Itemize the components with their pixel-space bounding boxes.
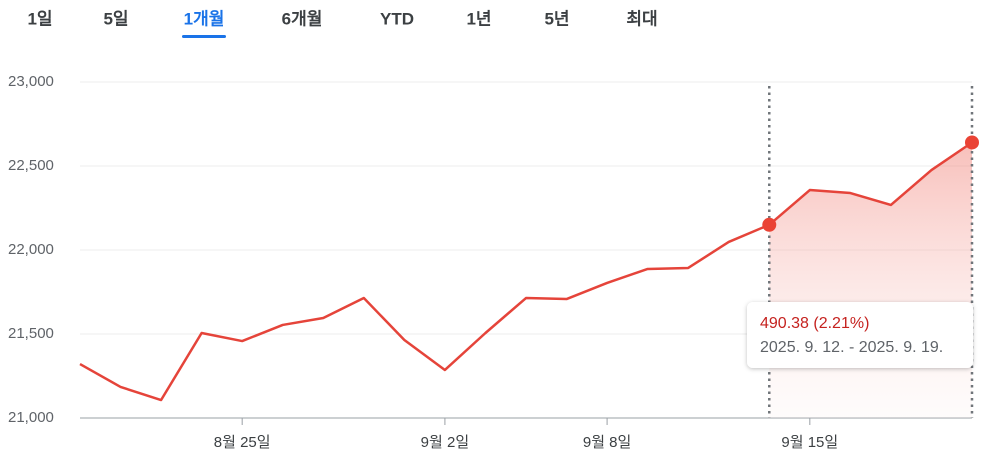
selection-point — [965, 135, 979, 150]
tooltip-change: 490.38 (2.21%) — [760, 315, 869, 332]
x-tick-label: 8월 25일 — [214, 434, 271, 451]
x-tick-label: 9월 15일 — [781, 434, 838, 451]
y-tick-label: 21,500 — [8, 325, 54, 342]
y-tick-label: 23,000 — [8, 73, 54, 90]
range-tab[interactable]: 최대 — [626, 9, 657, 28]
tooltip-range: 2025. 9. 12. - 2025. 9. 19. — [760, 339, 943, 356]
range-tab[interactable]: 1일 — [27, 9, 52, 28]
x-tick-label: 9월 2일 — [421, 434, 469, 451]
range-tab[interactable]: 6개월 — [282, 9, 323, 28]
x-tick-label: 9월 8일 — [583, 434, 631, 451]
y-tick-label: 22,500 — [8, 157, 54, 174]
y-tick-label: 22,000 — [8, 241, 54, 258]
range-tab[interactable]: YTD — [380, 9, 414, 28]
range-tab[interactable]: 5년 — [544, 9, 569, 28]
range-tab[interactable]: 1년 — [466, 9, 491, 28]
selected-tab-underline — [182, 35, 226, 38]
tooltip-box — [747, 302, 973, 368]
y-tick-label: 21,000 — [8, 409, 54, 426]
range-tab[interactable]: 1개월 — [184, 9, 225, 28]
price-line — [79, 141, 973, 402]
selection-point — [762, 217, 777, 232]
selection-area — [769, 142, 972, 419]
range-tab[interactable]: 5일 — [103, 9, 128, 28]
